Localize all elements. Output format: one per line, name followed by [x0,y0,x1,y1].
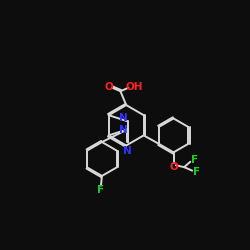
Text: F: F [190,155,198,165]
Text: N: N [119,125,128,135]
Text: N: N [123,146,132,156]
Text: F: F [192,166,200,176]
Text: OH: OH [125,82,143,92]
Text: N: N [119,113,128,123]
Text: F: F [98,185,104,195]
Text: O: O [104,82,113,92]
Text: O: O [169,162,178,172]
